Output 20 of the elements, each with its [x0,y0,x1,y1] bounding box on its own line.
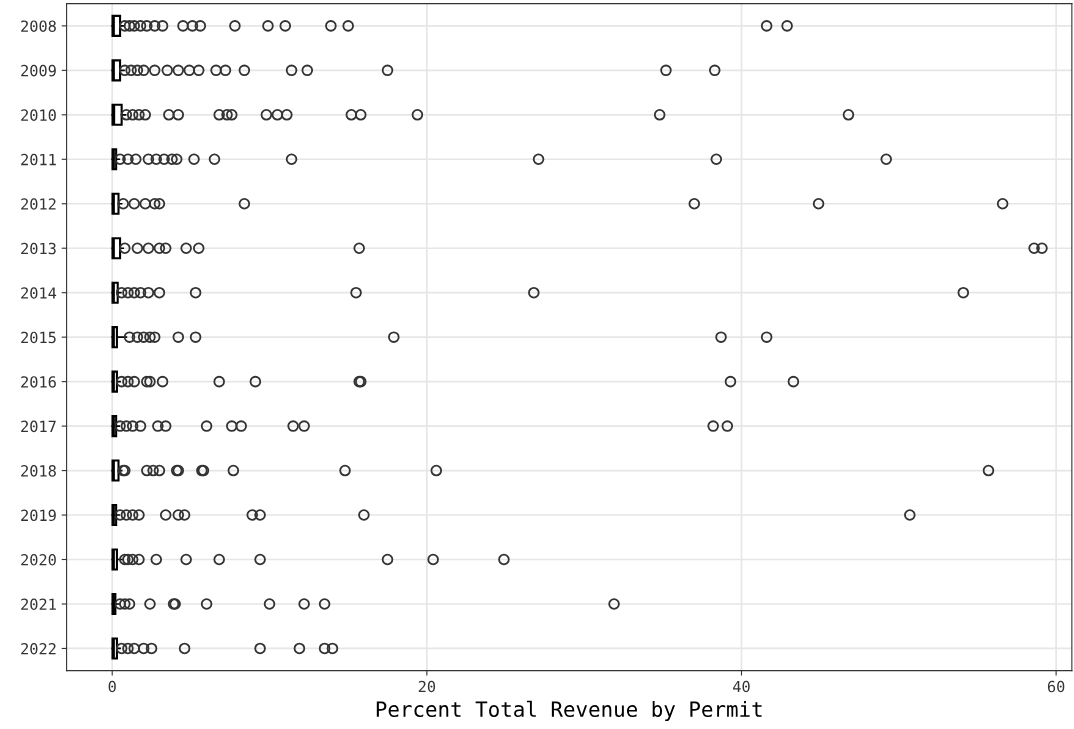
y-tick-label: 2011 [21,153,56,166]
x-tick-label: 0 [108,680,116,693]
y-tick-label: 2015 [21,331,56,344]
y-tick-label: 2013 [21,242,56,255]
y-tick-label: 2010 [21,109,56,121]
y-tick-label: 2009 [21,64,56,77]
x-tick-label: 20 [418,680,436,693]
y-tick-label: 2018 [21,465,56,477]
x-tick-label: 60 [1047,680,1065,693]
y-tick-label: 2019 [21,509,56,522]
y-tick-label: 2020 [21,554,56,566]
y-tick-label: 2016 [21,376,56,388]
x-tick-label: 40 [733,680,750,693]
y-tick-label: 2014 [21,287,57,299]
y-tick-label: 2008 [21,20,56,32]
y-tick-label: 2017 [21,420,56,433]
y-tick-label: 2022 [21,642,56,655]
x-axis-title: Percent Total Revenue by Permit [376,700,762,722]
y-tick-label: 2021 [21,598,56,611]
y-tick-label: 2012 [21,198,56,210]
